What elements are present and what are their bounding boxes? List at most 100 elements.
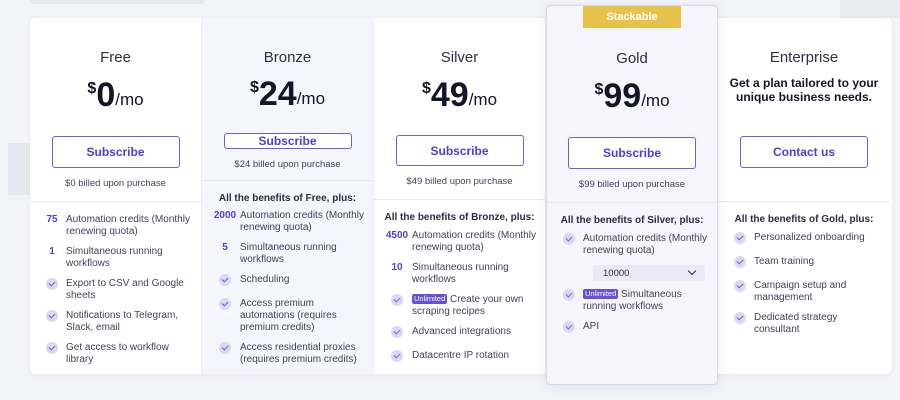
feature-text: Team training (754, 256, 815, 267)
chevron-down-icon (687, 266, 697, 276)
plan-card-bronze: Bronze $ 24 /mo Subscribe $24 billed upo… (202, 18, 374, 374)
feature-text: Dedicated strategy consultant (754, 312, 838, 335)
check-icon (46, 342, 58, 354)
feature-item: Get access to workflow library (38, 342, 193, 366)
feature-list: Personalized onboarding Team training Ca… (718, 232, 890, 344)
plan-card-silver: Silver $ 49 /mo Subscribe $49 billed upo… (374, 18, 546, 374)
feature-item: API (555, 321, 709, 337)
price-amount: 0 (96, 76, 116, 114)
background-panel (840, 0, 900, 18)
feature-text: Get access to workflow library (66, 342, 169, 365)
plan-card-free: Free $ 0 /mo Subscribe $0 billed upon pu… (30, 18, 202, 374)
credits-dropdown-value: 10000 (603, 267, 630, 279)
check-icon (563, 233, 575, 245)
feature-quantity: 75 (46, 214, 58, 225)
currency-symbol: $ (249, 79, 259, 96)
benefits-heading: All the benefits of Free, plus: (218, 193, 357, 204)
feature-text: Simultaneous running workflows (240, 242, 337, 265)
plan-card-gold: Stackable Gold $ 99 /mo Subscribe $99 bi… (546, 5, 718, 385)
price-amount: 49 (430, 75, 469, 114)
check-icon (219, 342, 231, 354)
billing-note: $99 billed upon purchase (578, 179, 686, 190)
stackable-ribbon: Stackable (583, 6, 681, 28)
subscribe-button-gold[interactable]: Subscribe (568, 137, 696, 169)
billing-note: $24 billed upon purchase (234, 159, 341, 170)
plan-price: $ 99 /mo (594, 77, 669, 117)
feature-quantity: 4500 (385, 230, 409, 241)
feature-item: Unlimited Simultaneous running workflows (555, 289, 709, 313)
divider (547, 202, 717, 203)
feature-text: Advanced integrations (412, 326, 511, 337)
enterprise-tagline: Get a plan tailored to your unique busin… (729, 76, 879, 104)
feature-item: 75 Automation credits (Monthly renewing … (38, 214, 193, 238)
check-icon (391, 294, 403, 306)
divider (30, 201, 201, 202)
feature-text: Automation credits (Monthly renewing quo… (583, 233, 707, 256)
feature-quantity: 5 (222, 242, 228, 253)
subscribe-button-silver[interactable]: Subscribe (395, 134, 524, 167)
feature-item: 2000 Automation credits (Monthly renewin… (210, 210, 365, 234)
feature-item: Datacentre IP rotation (382, 350, 537, 366)
check-icon (734, 312, 746, 324)
check-icon (734, 280, 746, 292)
plan-price: $ 24 /mo (250, 75, 325, 113)
billing-note: $49 billed upon purchase (406, 176, 513, 188)
check-icon (734, 256, 746, 268)
currency-symbol: $ (87, 80, 97, 97)
feature-text: Create your own scraping recipes (412, 294, 524, 317)
subscribe-button-bronze[interactable]: Subscribe (223, 133, 352, 149)
feature-list: 4500 Automation credits (Monthly renewin… (374, 230, 545, 374)
feature-item: Access premium automations (requires pre… (210, 298, 365, 334)
feature-item: Access residential proxies (requires pre… (210, 342, 365, 366)
plan-card-enterprise: Enterprise Get a plan tailored to your u… (718, 18, 890, 374)
feature-item: Export to CSV and Google sheets (38, 278, 193, 302)
plan-name: Bronze (263, 49, 312, 66)
feature-item: Personalized onboarding (726, 232, 882, 248)
price-amount: 99 (603, 77, 642, 115)
feature-item: Notifications to Telegram, Slack, email (38, 310, 193, 334)
check-icon (219, 298, 231, 310)
feature-item: Dedicated strategy consultant (726, 312, 882, 336)
feature-item: 4500 Automation credits (Monthly renewin… (382, 230, 537, 254)
feature-item: Campaign setup and management (726, 280, 882, 304)
plan-price: $ 0 /mo (87, 76, 143, 116)
feature-text: Notifications to Telegram, Slack, email (66, 310, 179, 333)
plan-name: Gold (616, 50, 648, 67)
feature-text: Scheduling (240, 274, 290, 285)
divider (718, 201, 890, 202)
feature-item: 10 Simultaneous running workflows (382, 262, 537, 286)
feature-list: 2000 Automation credits (Monthly renewin… (202, 210, 373, 374)
plan-price: $ 49 /mo (422, 76, 497, 115)
price-period: /mo (641, 91, 670, 110)
billing-note: $0 billed upon purchase (65, 178, 166, 189)
feature-text: Export to CSV and Google sheets (66, 278, 184, 301)
benefits-heading: All the benefits of Gold, plus: (734, 214, 874, 225)
price-amount: 24 (258, 75, 297, 113)
unlimited-badge: Unlimited (583, 289, 619, 299)
feature-list: Automation credits (Monthly renewing quo… (547, 233, 717, 345)
feature-item: Advanced integrations (382, 326, 537, 342)
divider (202, 180, 373, 181)
divider (374, 199, 545, 201)
feature-item: 1 Simultaneous running workflows (38, 246, 193, 270)
contact-us-button[interactable]: Contact us (740, 136, 868, 168)
credits-dropdown[interactable]: 10000 (593, 265, 705, 281)
benefits-heading: All the benefits of Bronze, plus: (384, 212, 535, 224)
check-icon (391, 350, 403, 362)
unlimited-badge: Unlimited (412, 294, 448, 304)
check-icon (46, 310, 58, 322)
feature-quantity: 2000 (213, 210, 237, 221)
check-icon (391, 326, 403, 338)
feature-text: Simultaneous running workflows (583, 289, 682, 312)
feature-item: Automation credits (Monthly renewing quo… (555, 233, 709, 257)
feature-quantity: 10 (391, 262, 403, 273)
feature-item: 5 Simultaneous running workflows (210, 242, 365, 266)
feature-text: API (583, 321, 600, 332)
plan-name: Enterprise (769, 49, 839, 66)
subscribe-button-free[interactable]: Subscribe (51, 136, 180, 168)
pricing-table: Free $ 0 /mo Subscribe $0 billed upon pu… (30, 5, 892, 385)
feature-text: Datacentre IP rotation (412, 350, 510, 361)
feature-list: 75 Automation credits (Monthly renewing … (30, 214, 201, 374)
check-icon (46, 278, 58, 290)
currency-symbol: $ (594, 81, 604, 98)
